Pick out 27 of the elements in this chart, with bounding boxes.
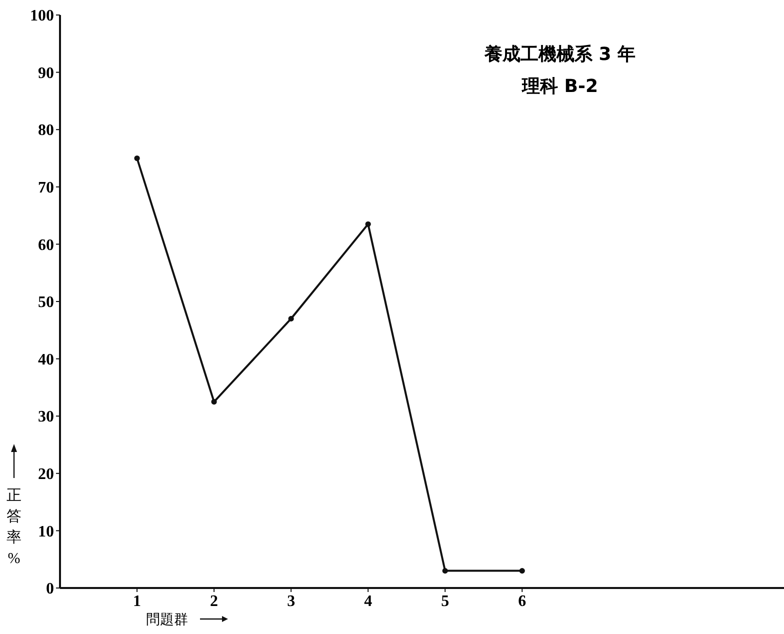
y-axis-title: 正答率 % xyxy=(6,488,22,567)
text: 養成工機械系 3 年 xyxy=(483,44,636,65)
x-tick-label: 2 xyxy=(210,593,218,610)
x-tick-label: 3 xyxy=(287,593,296,610)
point xyxy=(134,155,140,162)
x-tick-label: 1 xyxy=(133,593,142,610)
y-tick-label: 90 xyxy=(38,64,54,82)
point xyxy=(288,316,294,322)
point xyxy=(519,568,525,574)
y-tick-label: 60 xyxy=(38,236,54,254)
x-tick-label: 5 xyxy=(441,593,450,610)
y-tick-label: 70 xyxy=(38,180,54,196)
y-tick-label: 50 xyxy=(38,294,54,312)
y-tick-label: 10 xyxy=(38,523,54,540)
y-tick-label: 20 xyxy=(38,466,54,483)
y-tick-label: 100 xyxy=(30,8,54,25)
x-axis-title: 問題群 xyxy=(146,612,188,628)
point xyxy=(365,221,371,227)
x-tick-label: 6 xyxy=(518,593,526,610)
x-tick-label: 4 xyxy=(364,593,372,610)
text: 理科 B-2 xyxy=(521,76,598,97)
y-tick-label: 30 xyxy=(38,408,54,426)
y-tick-label: 40 xyxy=(38,351,54,368)
point xyxy=(442,568,448,574)
y-tick-label: 80 xyxy=(38,122,54,140)
point xyxy=(211,398,217,405)
y-tick-label: 0 xyxy=(46,580,54,598)
